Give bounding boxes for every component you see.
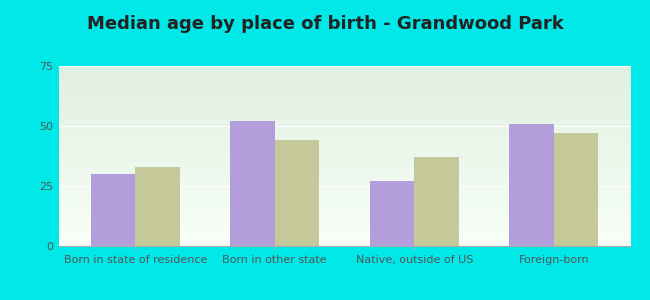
Bar: [135, 167, 180, 246]
Bar: [554, 133, 599, 246]
Bar: [90, 174, 135, 246]
Bar: [414, 157, 459, 246]
Bar: [509, 124, 554, 246]
Text: Median age by place of birth - Grandwood Park: Median age by place of birth - Grandwood…: [86, 15, 564, 33]
Bar: [230, 121, 275, 246]
Bar: [275, 140, 319, 246]
Bar: [370, 181, 414, 246]
